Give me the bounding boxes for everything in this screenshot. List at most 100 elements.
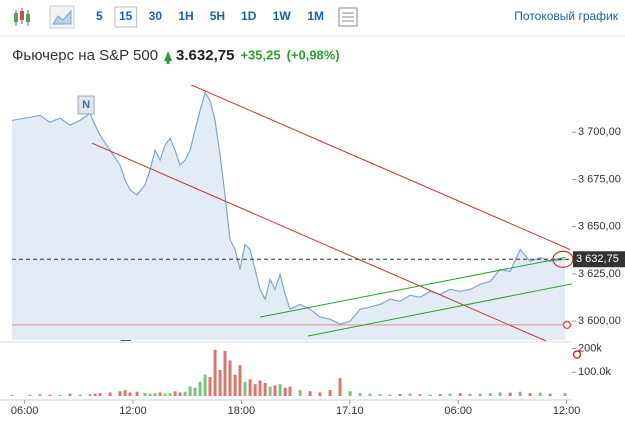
volume-bar — [68, 393, 72, 396]
trend-line — [259, 256, 566, 318]
x-tick-label: 12:00 — [119, 405, 147, 417]
volume-bar — [408, 393, 412, 396]
volume-bar — [438, 394, 442, 396]
volume-bar — [468, 393, 472, 396]
stream-link[interactable]: Потоковый график — [514, 9, 618, 23]
interval-button[interactable]: 30 — [149, 9, 163, 23]
volume-bar — [163, 393, 167, 396]
trend-line — [307, 283, 572, 337]
volume-bar — [48, 394, 52, 396]
volume-bar — [188, 386, 192, 396]
change: +35,25 — [240, 47, 280, 62]
interval-button[interactable]: 1H — [178, 9, 193, 23]
volume-bar — [208, 377, 212, 396]
y-tick-label: 3 675,00 — [578, 173, 621, 185]
interval-button[interactable]: 1D — [241, 9, 257, 23]
last-price-label: 3 632,75 — [576, 253, 619, 265]
last-price-box — [573, 251, 625, 268]
volume-bar — [108, 392, 112, 396]
interval-button[interactable]: 1W — [273, 9, 292, 23]
interval-button[interactable]: 1M — [307, 9, 324, 23]
volume-bar — [253, 384, 257, 396]
event-flag-label: N — [82, 99, 90, 111]
volume-bar — [228, 360, 232, 396]
volume-bar — [58, 394, 62, 396]
volume-bar — [183, 391, 187, 396]
volume-bar — [258, 380, 262, 396]
volume-bar — [213, 349, 217, 396]
volume-bar — [78, 394, 82, 396]
volume-bar — [123, 390, 127, 396]
change-percent: (+0,98%) — [287, 47, 340, 62]
y-tick-label: 3 700,00 — [578, 126, 621, 138]
volume-bar — [448, 393, 452, 396]
volume-tick-label: 100.0k — [578, 366, 612, 378]
volume-bar — [28, 394, 32, 396]
volume-bar — [418, 394, 422, 396]
volume-bar — [538, 392, 542, 396]
area-icon[interactable] — [49, 5, 75, 29]
volume-bar — [93, 393, 97, 396]
volume-bar — [38, 394, 42, 396]
volume-bar — [153, 393, 157, 396]
volume-bar — [98, 393, 102, 396]
volume-bar — [548, 393, 552, 396]
x-tick-label: 06:00 — [11, 405, 39, 417]
volume-bar — [528, 393, 532, 396]
volume-bar — [288, 386, 292, 396]
volume-bar — [173, 391, 177, 396]
volume-bar — [348, 391, 352, 396]
volume-bar — [268, 386, 272, 396]
volume-bar — [198, 381, 202, 396]
volume-bar — [243, 381, 247, 396]
volume-bar — [518, 391, 522, 396]
y-tick-label: 3 650,00 — [578, 221, 621, 233]
trend-line — [190, 85, 571, 250]
volume-bar — [233, 374, 237, 396]
volume-bar — [283, 387, 287, 396]
volume-bar — [368, 393, 372, 396]
volume-bar — [298, 390, 302, 396]
y-tick-label: 3 625,00 — [578, 268, 621, 280]
volume-tick-label: 200k — [578, 342, 602, 354]
volume-bar — [248, 379, 252, 396]
volume-bar — [158, 392, 162, 396]
volume-bar — [10, 394, 14, 396]
volume-bar — [318, 392, 322, 396]
volume-bar — [563, 393, 567, 396]
volume-bar — [338, 378, 342, 396]
volume-bar — [88, 394, 92, 396]
volume-bar — [135, 391, 139, 396]
volume-bar — [273, 385, 277, 396]
volume-bar — [398, 394, 402, 396]
volume-bar — [358, 393, 362, 396]
x-tick-label: 18:00 — [228, 405, 256, 417]
volume-bar — [488, 393, 492, 396]
volume-bar — [168, 393, 172, 396]
interval-button[interactable]: 5H — [210, 9, 225, 23]
interval-button[interactable]: 15 — [119, 9, 133, 23]
volume-bar — [278, 384, 282, 396]
plot-area: Investing.com — [12, 85, 572, 341]
volume-bar — [328, 390, 332, 396]
volume-bar — [238, 365, 242, 396]
volume-bar — [508, 392, 512, 396]
volume-bar — [203, 374, 207, 396]
price-line — [12, 91, 566, 325]
volume-bar — [478, 393, 482, 396]
price: 3.632,75 — [176, 47, 234, 64]
volume-bar — [218, 369, 222, 396]
settings-icon[interactable] — [338, 7, 358, 27]
volume-bar — [378, 394, 382, 396]
volume-bar — [223, 350, 227, 396]
volume-bar — [128, 392, 132, 396]
candles-icon[interactable] — [14, 8, 30, 26]
event-flag[interactable] — [77, 95, 95, 115]
volume-bar — [388, 394, 392, 396]
volume-bar — [308, 391, 312, 396]
trend-line — [91, 142, 548, 341]
y-tick-label: 3 600,00 — [578, 315, 621, 327]
volume-bar — [143, 393, 147, 396]
interval-button[interactable]: 5 — [96, 9, 103, 23]
